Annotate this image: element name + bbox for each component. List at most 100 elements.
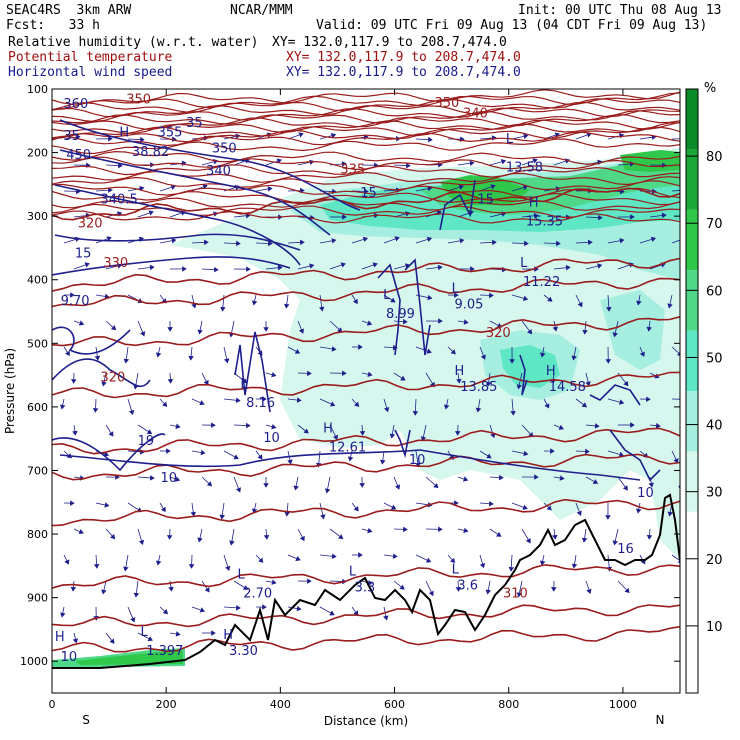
wind-speed-label: 11.22 bbox=[523, 275, 560, 290]
wind-arrow-head bbox=[454, 292, 459, 298]
wind-arrow-head bbox=[109, 638, 115, 644]
wind-arrow-head bbox=[581, 537, 588, 543]
wind-arrow-head bbox=[437, 264, 443, 271]
wind-speed-label: 10 bbox=[263, 431, 280, 446]
wind-arrow-head bbox=[455, 431, 461, 436]
wind-arrow-head bbox=[60, 612, 66, 618]
colorbar-bin bbox=[686, 89, 698, 150]
wind-arrow-head bbox=[229, 540, 235, 546]
theta-contour bbox=[52, 197, 680, 211]
wind-speed-contours bbox=[52, 119, 661, 482]
speed-contour bbox=[52, 326, 131, 355]
wind-arrow-head bbox=[93, 563, 100, 569]
wind-arrow-head bbox=[337, 327, 343, 333]
wind-arrow-head bbox=[359, 483, 365, 488]
wind-arrow-head bbox=[364, 188, 369, 195]
wind-arrow-head bbox=[341, 161, 347, 167]
wind-arrow-head bbox=[667, 511, 673, 517]
wind-arrow-head bbox=[392, 553, 398, 559]
wind-speed-label: 14.58 bbox=[549, 380, 586, 395]
wind-arrow-head bbox=[94, 355, 101, 361]
wind-arrow-head bbox=[324, 488, 331, 494]
wind-arrow-head bbox=[296, 605, 302, 612]
wind-arrow-head bbox=[128, 409, 135, 416]
wind-speed-label: 10 bbox=[160, 471, 177, 486]
theta-contour bbox=[52, 110, 680, 125]
wind-arrow-head bbox=[552, 326, 559, 332]
init-time: Init: 00 UTC Thu 08 Aug 13 bbox=[518, 3, 722, 18]
wind-arrow-head bbox=[594, 423, 600, 429]
wind-arrow bbox=[681, 477, 682, 490]
wind-speed-label: H bbox=[119, 126, 129, 141]
wind-arrow-head bbox=[650, 236, 657, 242]
wind-arrow-head bbox=[532, 158, 538, 164]
wind-arrow-head bbox=[199, 400, 205, 406]
wind-speed-label: 3.6 bbox=[457, 578, 478, 593]
wind-speed-label: L bbox=[349, 564, 357, 579]
y-tick-label: 400 bbox=[27, 274, 48, 287]
wind-arrow-head bbox=[598, 214, 603, 221]
y-tick-label: 900 bbox=[27, 592, 48, 605]
wind-arrow-head bbox=[175, 423, 181, 430]
theta-label: 310 bbox=[503, 587, 528, 602]
wind-arrow-head bbox=[298, 132, 304, 138]
wind-arrow-head bbox=[389, 433, 396, 439]
wind-arrow-head bbox=[577, 301, 583, 308]
wind-arrow-head bbox=[359, 430, 366, 436]
wind-arrow-head bbox=[197, 537, 203, 543]
x-axis-label: Distance (km) bbox=[324, 714, 408, 728]
wind-arrow-head bbox=[300, 239, 305, 246]
wind-arrow-head bbox=[485, 589, 492, 595]
wind-arrow-head bbox=[246, 422, 251, 429]
colorbar-tick-label: 20 bbox=[706, 553, 723, 568]
theta-contour bbox=[52, 138, 680, 155]
wind-arrow-head bbox=[673, 458, 679, 464]
wind-speed-label: 360 bbox=[63, 97, 88, 112]
speed-contour bbox=[394, 429, 411, 459]
wind-arrow-head bbox=[646, 326, 652, 332]
wind-arrow-head bbox=[565, 264, 571, 271]
wind-arrow-head bbox=[475, 407, 482, 413]
colorbar-bin bbox=[686, 391, 698, 452]
wind-arrow-head bbox=[552, 534, 558, 540]
wind-arrow-head bbox=[330, 133, 337, 139]
speed-contour bbox=[519, 354, 528, 396]
wind-arrow-head bbox=[556, 240, 561, 247]
wind-arrow-head bbox=[188, 564, 195, 569]
wind-speed-label: 2.70 bbox=[243, 587, 272, 602]
theta-contour bbox=[52, 150, 680, 165]
wind-arrow-head bbox=[539, 352, 546, 358]
forecast-hour: Fcst: 33 h bbox=[6, 18, 100, 33]
wind-speed-label: L bbox=[506, 132, 514, 147]
speed-contour bbox=[439, 179, 476, 231]
wind-arrow-head bbox=[456, 378, 462, 384]
wind-arrow-head bbox=[606, 306, 612, 312]
wind-arrow-head bbox=[78, 528, 84, 534]
wind-arrow-head bbox=[402, 318, 408, 325]
x-tick-label: 400 bbox=[270, 698, 291, 711]
colorbar-tick-label: 60 bbox=[706, 284, 723, 299]
wind-arrow-head bbox=[71, 379, 77, 384]
wind-arrow-head bbox=[140, 331, 146, 337]
wind-arrow-head bbox=[293, 485, 299, 491]
wind-speed-label: 15 bbox=[360, 186, 377, 201]
colorbar-tick-label: 40 bbox=[706, 419, 723, 434]
colorbar-unit: % bbox=[704, 81, 716, 96]
field-theta-name: Potential temperature bbox=[8, 50, 173, 65]
wind-arrow-head bbox=[110, 534, 116, 540]
wind-arrow-head bbox=[251, 300, 258, 306]
colorbar-bin bbox=[686, 572, 698, 633]
wind-arrow-head bbox=[331, 553, 337, 559]
wind-arrow-head bbox=[214, 266, 219, 273]
theta-contour bbox=[52, 427, 680, 455]
wind-speed-label: 340 bbox=[206, 164, 231, 179]
wind-arrow-head bbox=[309, 263, 315, 269]
colorbar-bin bbox=[686, 270, 698, 331]
wind-speed-label: 355 bbox=[158, 126, 183, 141]
wind-arrow-head bbox=[550, 448, 555, 454]
wind-arrow-head bbox=[449, 557, 456, 564]
wind-arrow-head bbox=[366, 320, 373, 326]
wind-arrow bbox=[682, 529, 685, 542]
wind-arrow-head bbox=[70, 292, 75, 298]
wind-arrow-head bbox=[546, 505, 552, 511]
